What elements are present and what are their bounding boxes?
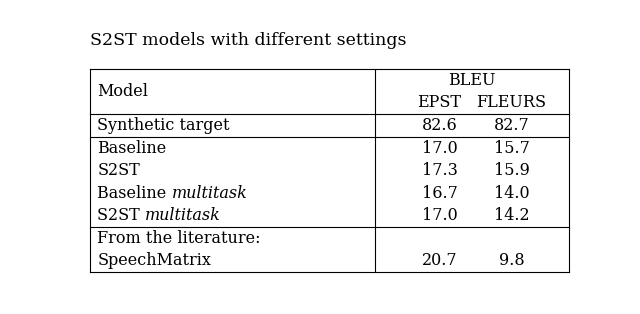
Text: Model: Model (97, 83, 148, 100)
Text: 14.2: 14.2 (493, 207, 529, 224)
Text: 15.9: 15.9 (493, 162, 529, 179)
Text: Baseline: Baseline (97, 140, 166, 157)
Text: Baseline: Baseline (97, 185, 172, 202)
Text: From the literature:: From the literature: (97, 230, 261, 247)
Text: 14.0: 14.0 (493, 185, 529, 202)
Text: 20.7: 20.7 (422, 252, 458, 269)
Text: multitask: multitask (145, 207, 221, 224)
Text: S2ST: S2ST (97, 207, 145, 224)
Text: S2ST models with different settings: S2ST models with different settings (90, 32, 406, 49)
Text: 15.7: 15.7 (493, 140, 529, 157)
Text: EPST: EPST (417, 95, 461, 111)
Text: SpeechMatrix: SpeechMatrix (97, 252, 211, 269)
Text: 9.8: 9.8 (499, 252, 524, 269)
Text: S2ST: S2ST (97, 162, 140, 179)
Text: FLEURS: FLEURS (477, 95, 547, 111)
Text: multitask: multitask (172, 185, 248, 202)
Text: 82.6: 82.6 (422, 117, 458, 134)
Text: 16.7: 16.7 (422, 185, 458, 202)
Text: 17.3: 17.3 (422, 162, 458, 179)
Text: 17.0: 17.0 (422, 207, 458, 224)
Text: 82.7: 82.7 (493, 117, 529, 134)
Text: BLEU: BLEU (448, 72, 495, 89)
Text: Synthetic target: Synthetic target (97, 117, 230, 134)
Text: 17.0: 17.0 (422, 140, 458, 157)
